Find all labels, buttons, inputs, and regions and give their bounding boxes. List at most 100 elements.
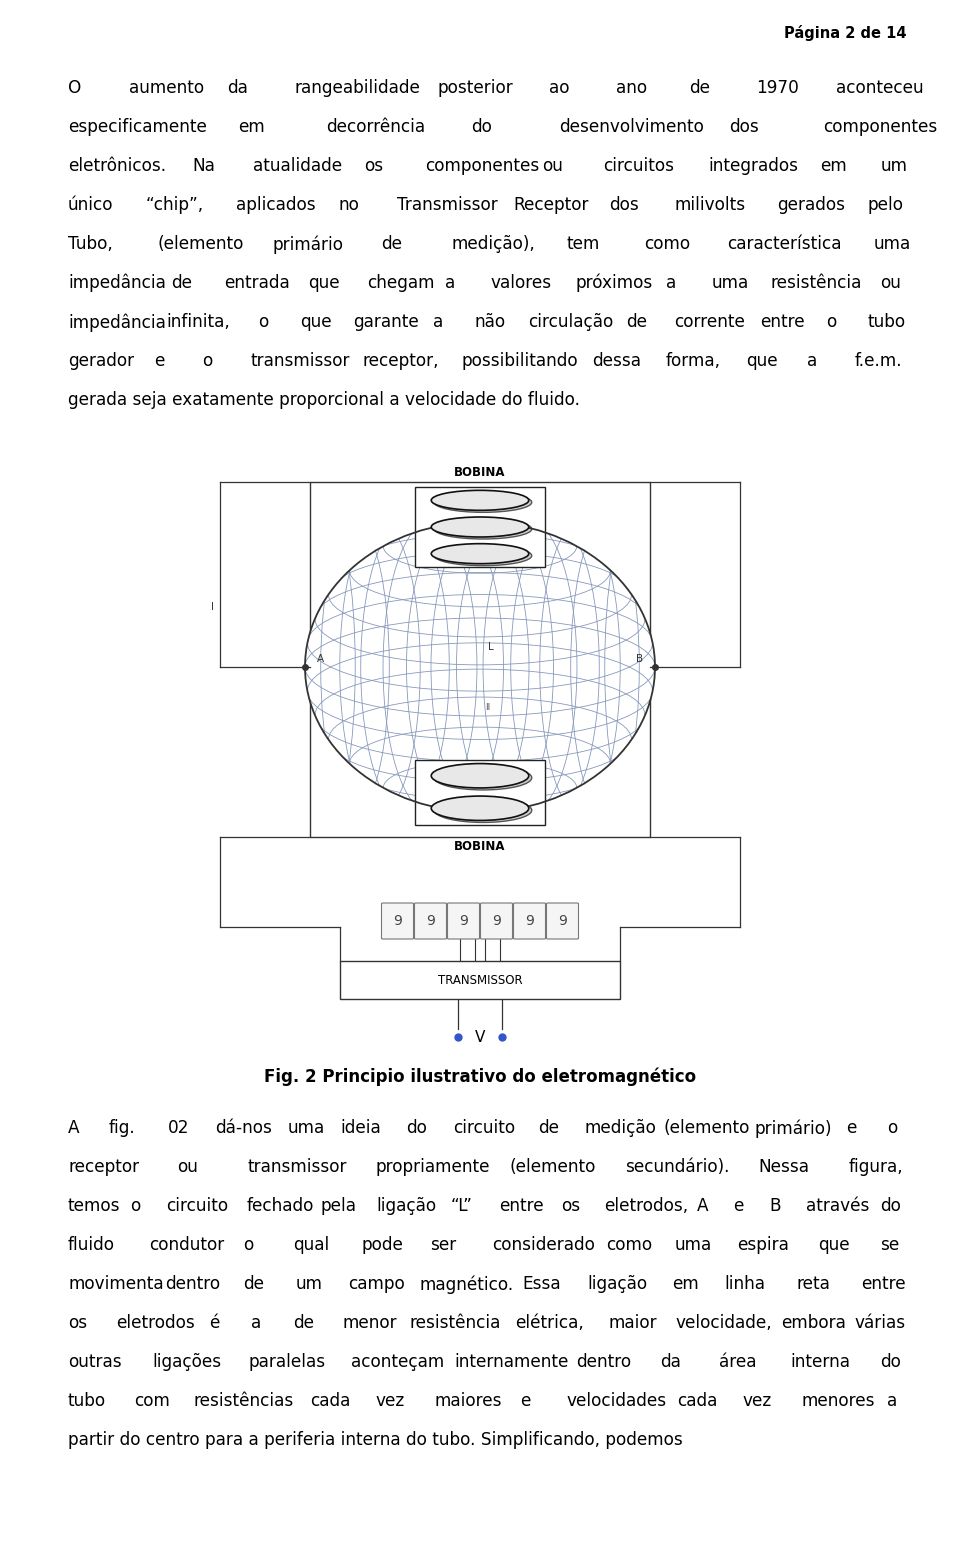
Text: de: de (381, 235, 402, 254)
Text: cada: cada (310, 1392, 350, 1409)
Text: gerada seja exatamente proporcional a velocidade do fluido.: gerada seja exatamente proporcional a ve… (68, 391, 580, 408)
Text: ligação: ligação (376, 1197, 437, 1214)
Text: velocidade,: velocidade, (676, 1313, 772, 1332)
Text: receptor: receptor (68, 1159, 139, 1176)
Text: ligação: ligação (588, 1275, 648, 1293)
Text: embora: embora (781, 1313, 846, 1332)
Text: impedância: impedância (68, 274, 166, 292)
Text: dentro: dentro (165, 1275, 220, 1293)
Text: pela: pela (321, 1197, 357, 1214)
Text: da: da (228, 79, 249, 97)
Text: paralelas: paralelas (249, 1354, 325, 1371)
Text: A: A (697, 1197, 708, 1214)
Text: ser: ser (430, 1236, 457, 1255)
Text: do: do (471, 118, 492, 136)
Text: o: o (258, 312, 269, 331)
Text: qual: qual (293, 1236, 329, 1255)
Text: o: o (130, 1197, 140, 1214)
Text: o: o (203, 353, 213, 370)
Text: várias: várias (855, 1313, 906, 1332)
Text: atualidade: atualidade (252, 156, 342, 175)
Text: um: um (296, 1275, 323, 1293)
Text: 02: 02 (168, 1118, 189, 1137)
Text: que: que (746, 353, 778, 370)
Text: fluido: fluido (68, 1236, 115, 1255)
Text: campo: campo (348, 1275, 404, 1293)
Text: O: O (68, 79, 82, 97)
Bar (340, 961, 620, 999)
FancyBboxPatch shape (481, 903, 513, 939)
Text: não: não (474, 312, 505, 331)
Text: em: em (820, 156, 847, 175)
Text: se: se (880, 1236, 900, 1255)
Text: (elemento: (elemento (663, 1118, 750, 1137)
Text: de: de (294, 1313, 315, 1332)
Text: de: de (243, 1275, 264, 1293)
Text: A: A (317, 654, 324, 664)
Text: entre: entre (759, 312, 804, 331)
Ellipse shape (305, 521, 655, 812)
Text: A: A (68, 1118, 80, 1137)
Bar (310, 483, 650, 837)
Text: circuito: circuito (453, 1118, 516, 1137)
Text: aplicados: aplicados (236, 196, 316, 213)
Ellipse shape (434, 518, 532, 538)
Text: em: em (238, 118, 265, 136)
Text: magnético.: magnético. (420, 1275, 514, 1293)
Text: entrada: entrada (224, 274, 290, 292)
Text: eletrodos: eletrodos (116, 1313, 195, 1332)
Text: temos: temos (68, 1197, 121, 1214)
Text: figura,: figura, (849, 1159, 903, 1176)
Ellipse shape (434, 798, 532, 823)
Text: o: o (827, 312, 836, 331)
Text: entre: entre (861, 1275, 906, 1293)
Text: característica: característica (728, 235, 842, 254)
Text: o: o (887, 1118, 897, 1137)
Text: a: a (665, 274, 676, 292)
Text: do: do (406, 1118, 427, 1137)
Text: B: B (636, 654, 643, 664)
Text: os: os (364, 156, 383, 175)
Ellipse shape (431, 517, 529, 537)
Text: velocidades: velocidades (566, 1392, 666, 1409)
Text: área: área (719, 1354, 756, 1371)
Text: e: e (846, 1118, 856, 1137)
Text: fechado: fechado (247, 1197, 314, 1214)
Text: 9: 9 (492, 914, 501, 928)
Text: (elemento: (elemento (157, 235, 244, 254)
Text: elétrica,: elétrica, (516, 1313, 584, 1332)
Text: ligações: ligações (152, 1354, 221, 1371)
Text: internamente: internamente (454, 1354, 568, 1371)
Text: infinita,: infinita, (166, 312, 230, 331)
Text: tem: tem (567, 235, 600, 254)
Text: 9: 9 (459, 914, 468, 928)
Text: possibilitando: possibilitando (462, 353, 578, 370)
Text: f.e.m.: f.e.m. (855, 353, 902, 370)
Text: movimenta: movimenta (68, 1275, 163, 1293)
Text: Receptor: Receptor (513, 196, 588, 213)
Text: ou: ou (177, 1159, 198, 1176)
Text: e: e (155, 353, 165, 370)
Text: que: que (308, 274, 340, 292)
Text: primário: primário (273, 235, 344, 254)
FancyBboxPatch shape (514, 903, 545, 939)
Text: tubo: tubo (68, 1392, 107, 1409)
Text: que: que (818, 1236, 850, 1255)
Text: Nessa: Nessa (758, 1159, 810, 1176)
Text: de: de (627, 312, 647, 331)
Text: 9: 9 (426, 914, 435, 928)
Text: forma,: forma, (666, 353, 721, 370)
Text: partir do centro para a periferia interna do tubo. Simplificando, podemos: partir do centro para a periferia intern… (68, 1431, 683, 1450)
Text: eletrodos,: eletrodos, (604, 1197, 688, 1214)
Text: da: da (660, 1354, 682, 1371)
Text: ao: ao (549, 79, 569, 97)
Text: os: os (68, 1313, 87, 1332)
Text: que: que (300, 312, 331, 331)
Text: rangeabilidade: rangeabilidade (295, 79, 420, 97)
Text: linha: linha (725, 1275, 765, 1293)
Text: aconteçam: aconteçam (351, 1354, 444, 1371)
Text: ano: ano (616, 79, 647, 97)
Text: componentes: componentes (424, 156, 540, 175)
Text: ou: ou (542, 156, 564, 175)
Text: ou: ou (880, 274, 901, 292)
